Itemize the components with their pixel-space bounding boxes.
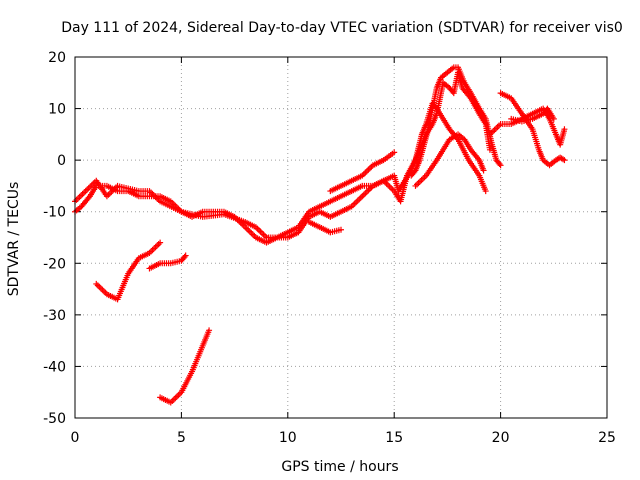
series-trace-d [146,252,189,272]
series-trace-i [412,131,487,189]
y-tick-label: -50 [43,411,66,427]
data-point-marker [157,239,164,246]
data-point-marker [496,161,503,168]
plot-frame [74,56,608,419]
series-trace-f [327,149,398,195]
y-tick-label: -30 [43,308,66,324]
series-trace-k [497,90,568,169]
series-trace-h [408,64,504,179]
x-tick-label: 25 [598,430,616,446]
y-axis-label: SDTVAR / TECUs [6,182,22,297]
data-point-marker [206,327,213,334]
data-point-marker [486,146,493,153]
data-point-marker [181,253,188,260]
series-trace-l [508,105,557,125]
x-tick-label: 10 [279,430,297,446]
data-point-marker [182,252,189,259]
x-axis-label: GPS time / hours [281,459,398,475]
y-tick-label: -10 [43,205,66,221]
data-point-marker [391,149,398,156]
y-tick-label: 20 [48,50,66,66]
x-tick-label: 5 [177,430,186,446]
data-point-marker [338,226,344,233]
data-point-marker [550,115,557,122]
x-tick-label: 0 [71,430,80,446]
y-tick-label: 10 [48,102,66,118]
y-tick-label: -40 [43,359,66,375]
y-tick-label: 0 [57,153,66,169]
series-trace-c [93,239,164,303]
data-point-marker [411,168,418,175]
data-point-marker [482,188,489,195]
series-trace-e [157,327,213,406]
x-tick-label: 15 [385,430,403,446]
data-point-marker [480,167,487,174]
y-tick-label: -20 [43,256,66,272]
data-point-marker [561,157,568,164]
data-series [72,64,568,406]
data-point-marker [497,162,504,169]
data-point-marker [561,126,568,133]
chart-title: Day 111 of 2024, Sidereal Day-to-day VTE… [61,20,623,36]
series-trace-g [306,219,344,236]
x-tick-label: 20 [492,430,510,446]
